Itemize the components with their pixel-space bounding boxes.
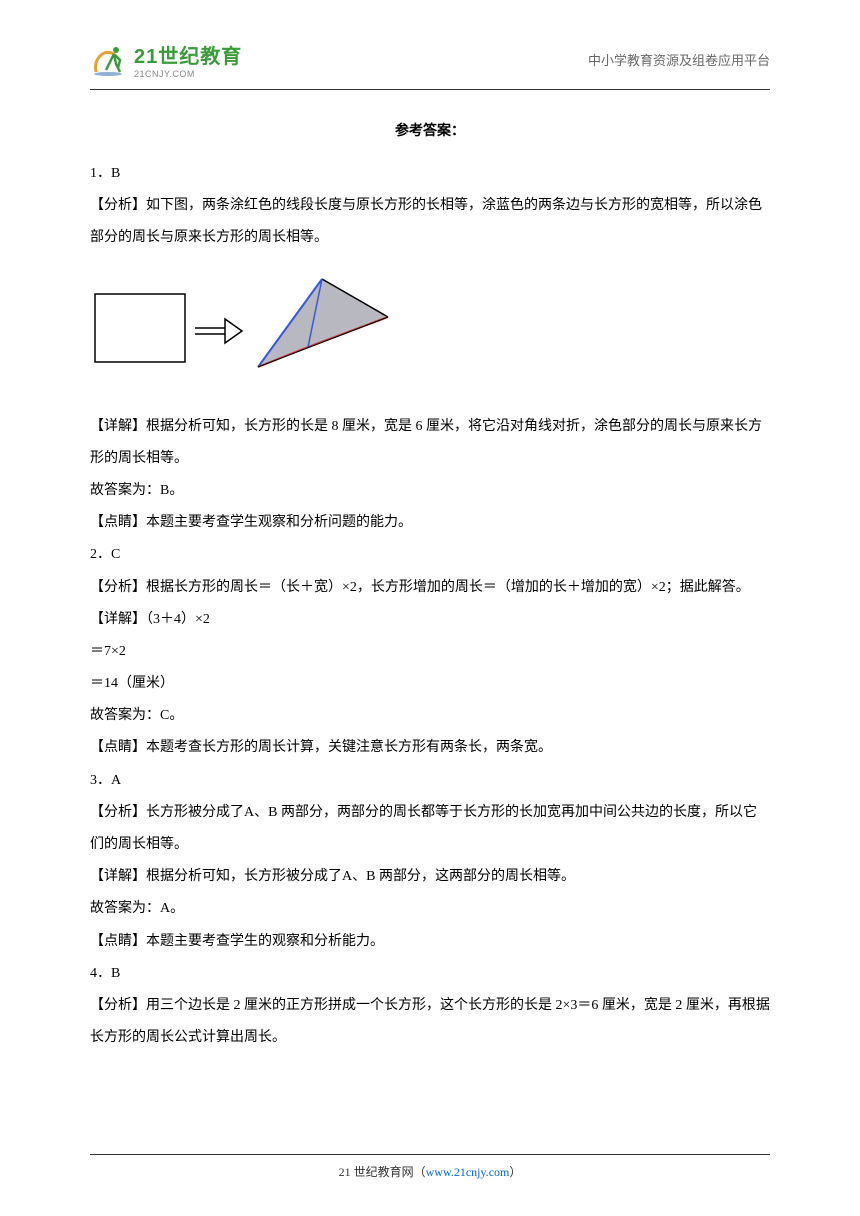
footer-link[interactable]: www.21cnjy.com [426,1165,510,1179]
q1-analysis: 【分析】如下图，两条涂红色的线段长度与原长方形的长相等，涂蓝色的两条边与长方形的… [90,190,770,254]
q3-answer: 3．A [90,765,770,797]
logo-area: 21世纪教育 21CNJY.COM [90,40,242,79]
q2-answer: 2．C [90,539,770,571]
q2-detail-1: 【详解】（3＋4）×2 [90,604,770,636]
footer-suffix: ） [509,1165,521,1179]
page-container: 21世纪教育 21CNJY.COM 中小学教育资源及组卷应用平台 参考答案： 1… [0,0,860,1094]
arrow-icon [195,319,242,343]
q1-point: 【点睛】本题主要考查学生观察和分析问题的能力。 [90,507,770,539]
q1-answer: 1．B [90,158,770,190]
fold-diagram [90,269,770,389]
footer-prefix: 21 世纪教育网（ [339,1165,426,1179]
q4-answer: 4．B [90,958,770,990]
q3-detail-2: 故答案为：A。 [90,893,770,925]
logo-text-group: 21世纪教育 21CNJY.COM [134,40,242,79]
logo-icon [90,42,130,78]
q2-detail-2: ＝7×2 [90,636,770,668]
header-right-text: 中小学教育资源及组卷应用平台 [588,50,770,69]
q1-detail-2: 故答案为：B。 [90,475,770,507]
q4-analysis: 【分析】用三个边长是 2 厘米的正方形拼成一个长方形，这个长方形的长是 2×3＝… [90,990,770,1054]
q2-detail-4: 故答案为：C。 [90,700,770,732]
q2-analysis: 【分析】根据长方形的周长＝（长＋宽）×2，长方形增加的周长＝（增加的长＋增加的宽… [90,572,770,604]
q3-detail-1: 【详解】根据分析可知，长方形被分成了A、B 两部分，这两部分的周长相等。 [90,861,770,893]
q2-detail-3: ＝14（厘米） [90,668,770,700]
page-header: 21世纪教育 21CNJY.COM 中小学教育资源及组卷应用平台 [90,40,770,83]
diagram-rectangle [95,294,185,362]
q3-point: 【点睛】本题主要考查学生的观察和分析能力。 [90,926,770,958]
footer-text: 21 世纪教育网（www.21cnjy.com） [0,1163,860,1180]
folded-triangle [258,279,388,367]
footer-divider [90,1154,770,1155]
header-divider [90,89,770,90]
page-footer: 21 世纪教育网（www.21cnjy.com） [0,1154,860,1180]
logo-sub-text: 21CNJY.COM [134,69,242,79]
q1-detail-1: 【详解】根据分析可知，长方形的长是 8 厘米，宽是 6 厘米，将它沿对角线对折，… [90,411,770,475]
q2-point: 【点睛】本题考查长方形的周长计算，关键注意长方形有两条长，两条宽。 [90,732,770,764]
logo-main-text: 21世纪教育 [134,40,242,69]
q3-analysis: 【分析】长方形被分成了A、B 两部分，两部分的周长都等于长方形的长加宽再加中间公… [90,797,770,861]
answer-title: 参考答案： [90,120,770,140]
